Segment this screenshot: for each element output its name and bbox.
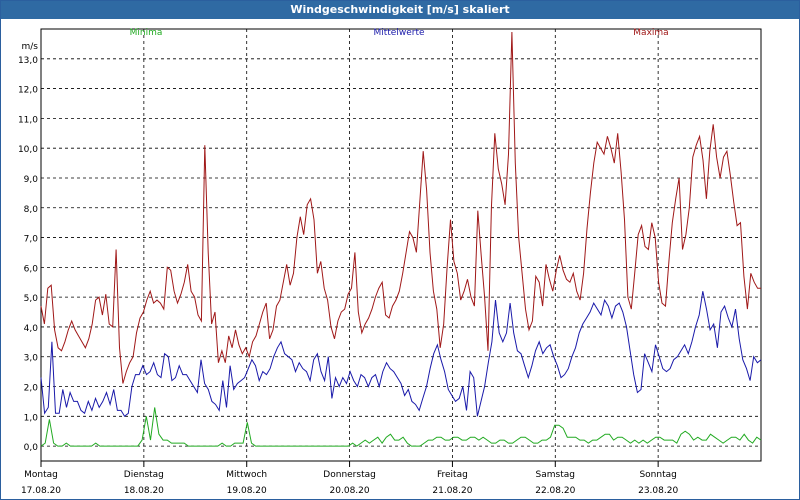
grid bbox=[40, 28, 762, 462]
legend-entry: Minima bbox=[130, 28, 163, 38]
y-tick-label: 10,0 bbox=[18, 145, 38, 155]
x-tick-label-date: 18.08.20 bbox=[124, 486, 164, 496]
y-tick-label: 11,0 bbox=[18, 115, 38, 125]
y-tick-label: 7,0 bbox=[24, 235, 39, 245]
x-tick-label-day: Montag bbox=[24, 470, 58, 480]
y-axis: 0,0 1,0 2,0 3,0 4,0 5,0 6,0 7,0 8,0 9,0 10,0 11,0 12… bbox=[18, 42, 38, 453]
x-tick-label-date: 22.08.20 bbox=[535, 486, 575, 496]
x-tick-label-date: 19.08.20 bbox=[227, 486, 267, 496]
x-tick-label-day: Dienstag bbox=[124, 470, 164, 480]
x-tick-label-day: Mittwoch bbox=[226, 470, 267, 480]
series-line-maxima bbox=[40, 31, 761, 384]
x-tick-label-date: 20.08.20 bbox=[330, 486, 370, 496]
legend-entry: Maxima bbox=[633, 28, 668, 38]
chart-title: Windgeschwindigkeit [m/s] skaliert bbox=[1, 1, 799, 19]
y-tick-label: 6,0 bbox=[24, 264, 39, 274]
y-tick-label: 5,0 bbox=[24, 294, 39, 304]
y-tick-label: 8,0 bbox=[24, 205, 39, 215]
series-line-minima bbox=[40, 407, 762, 447]
x-axis: Montag 17.08.20 Dienstag 18.08.20 Mittwoch 19… bbox=[21, 461, 678, 496]
x-tick-label-date: 23.08.20 bbox=[638, 486, 678, 496]
x-tick-label-date: 21.08.20 bbox=[432, 486, 472, 496]
legend-entry: Mittelwerte bbox=[373, 28, 424, 38]
x-tick-label-day: Samstag bbox=[536, 470, 575, 480]
y-tick-label: 3,0 bbox=[24, 354, 39, 364]
y-tick-label: 4,0 bbox=[24, 324, 39, 334]
series-line-mittelwerte bbox=[40, 291, 762, 418]
y-tick-label: 12,0 bbox=[18, 86, 38, 96]
x-tick-label-day: Sonntag bbox=[639, 470, 676, 480]
y-tick-label: 13,0 bbox=[18, 56, 38, 66]
y-tick-label: 0,0 bbox=[24, 443, 39, 453]
x-tick-label-day: Freitag bbox=[437, 470, 468, 480]
legend: Minima Mittelwerte Maxima bbox=[130, 28, 669, 38]
y-axis-label: m/s bbox=[22, 42, 39, 52]
plot-area bbox=[40, 28, 762, 462]
x-tick-label-day: Donnerstag bbox=[323, 470, 376, 480]
y-tick-label: 1,0 bbox=[24, 413, 39, 423]
y-tick-label: 9,0 bbox=[24, 175, 39, 185]
series-lines bbox=[40, 31, 762, 447]
y-tick-label: 2,0 bbox=[24, 384, 39, 394]
x-tick-label-date: 17.08.20 bbox=[21, 486, 61, 496]
